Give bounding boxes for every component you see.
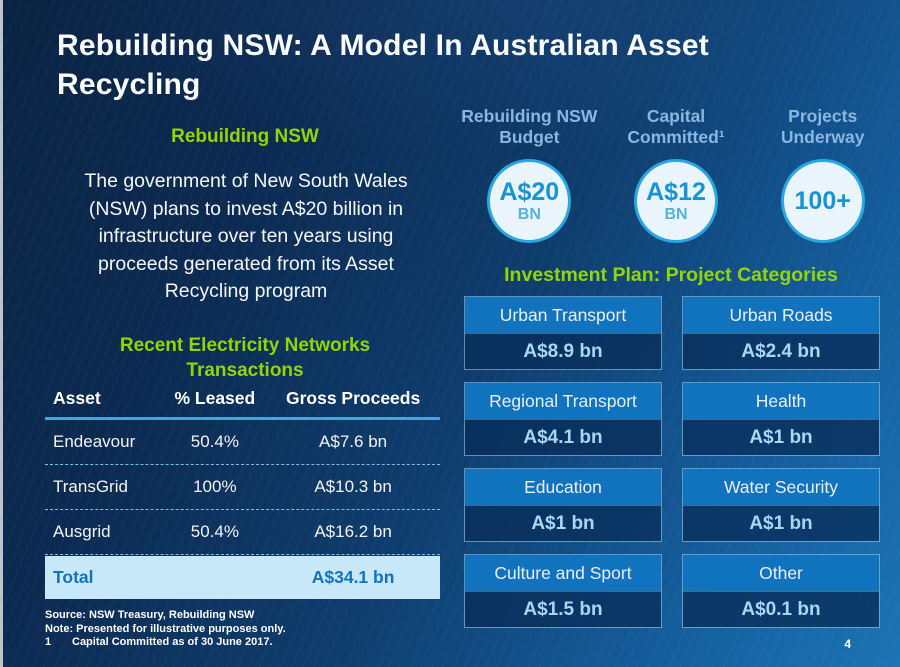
stat-label: Rebuilding NSW Budget — [461, 106, 598, 147]
category-health: Health A$1 bn — [682, 382, 880, 456]
table-total-row: Total A$34.1 bn — [45, 556, 440, 599]
category-value: A$4.1 bn — [465, 419, 661, 455]
category-grid: Urban Transport A$8.9 bn Urban Roads A$2… — [464, 296, 880, 628]
footnote-note: Note: Presented for illustrative purpose… — [45, 623, 286, 637]
cell-proceeds: A$10.3 bn — [314, 477, 392, 496]
category-name: Regional Transport — [465, 383, 661, 419]
cell-asset: Ausgrid — [53, 522, 111, 541]
category-value: A$1 bn — [683, 419, 879, 455]
category-value: A$1 bn — [683, 505, 879, 541]
cell-proceeds: A$7.6 bn — [319, 432, 388, 451]
category-culture-and-sport: Culture and Sport A$1.5 bn — [464, 554, 662, 628]
column-header-proceeds: Gross Proceeds — [285, 388, 421, 408]
category-name: Other — [683, 555, 879, 591]
cell-proceeds: A$16.2 bn — [314, 522, 392, 541]
intro-paragraph: The government of New South Wales (NSW) … — [84, 170, 408, 302]
category-value: A$1.5 bn — [465, 591, 661, 627]
table-row: Endeavour 50.4% A$7.6 bn — [45, 420, 440, 465]
category-name: Urban Transport — [465, 297, 661, 333]
slide-left-edge — [0, 0, 3, 667]
table-row: TransGrid 100% A$10.3 bn — [45, 465, 440, 510]
cell-leased: 100% — [193, 477, 237, 496]
cell-asset: TransGrid — [53, 477, 128, 496]
footnotes: Source: NSW Treasury, Rebuilding NSW Not… — [45, 609, 286, 650]
category-name: Culture and Sport — [465, 555, 661, 591]
stat-capital-committed: Capital Committed¹ A$12 BN — [603, 106, 750, 243]
cell-leased: 50.4% — [190, 522, 239, 541]
category-education: Education A$1 bn — [464, 468, 662, 542]
category-water-security: Water Security A$1 bn — [682, 468, 880, 542]
table-header-row: Asset % Leased Gross Proceeds — [45, 388, 440, 420]
category-name: Education — [465, 469, 661, 505]
section-heading-rebuilding-nsw: Rebuilding NSW — [171, 126, 319, 147]
column-header-leased: % Leased — [174, 388, 256, 408]
total-label: Total — [53, 567, 94, 587]
cell-asset: Endeavour — [53, 432, 136, 451]
category-urban-roads: Urban Roads A$2.4 bn — [682, 296, 880, 370]
footnote-text: Capital Committed as of 30 June 2017. — [72, 636, 273, 648]
page-number: 4 — [844, 637, 851, 651]
slide-title: Rebuilding NSW: A Model In Australian As… — [57, 29, 709, 101]
stats-row: Rebuilding NSW Budget A$20 BN Capital Co… — [456, 106, 896, 243]
stat-value: A$20 — [499, 177, 560, 206]
category-other: Other A$0.1 bn — [682, 554, 880, 628]
category-name: Water Security — [683, 469, 879, 505]
stat-label: Capital Committed¹ — [627, 106, 725, 147]
investment-plan-heading: Investment Plan: Project Categories — [504, 264, 838, 286]
category-urban-transport: Urban Transport A$8.9 bn — [464, 296, 662, 370]
transactions-table: Asset % Leased Gross Proceeds Endeavour … — [45, 388, 440, 599]
category-name: Health — [683, 383, 879, 419]
cell-leased: 50.4% — [190, 432, 239, 451]
stat-label: Projects Underway — [780, 106, 865, 147]
stat-projects-underway: Projects Underway 100+ — [749, 106, 896, 243]
stat-rebuilding-nsw-budget: Rebuilding NSW Budget A$20 BN — [456, 106, 603, 243]
category-value: A$8.9 bn — [465, 333, 661, 369]
table-heading: Recent Electricity Networks Transactions — [119, 335, 371, 381]
category-value: A$2.4 bn — [683, 333, 879, 369]
stat-circle: A$12 BN — [634, 159, 718, 243]
footnote-1: 1 Capital Committed as of 30 June 2017. — [45, 636, 286, 650]
category-value: A$0.1 bn — [683, 591, 879, 627]
footnote-source: Source: NSW Treasury, Rebuilding NSW — [45, 609, 286, 623]
footnote-marker: 1 — [45, 636, 52, 648]
stat-circle: A$20 BN — [487, 159, 572, 243]
total-value: A$34.1 bn — [311, 567, 395, 587]
stat-value: 100+ — [794, 186, 851, 215]
category-value: A$1 bn — [465, 505, 661, 541]
category-name: Urban Roads — [683, 297, 879, 333]
footnote-text: Note: Presented for illustrative purpose… — [45, 622, 286, 635]
stat-value: A$12 — [646, 177, 706, 206]
footnote-text: Source: NSW Treasury, Rebuilding NSW — [45, 609, 255, 621]
stat-circle: 100+ — [780, 159, 865, 243]
category-regional-transport: Regional Transport A$4.1 bn — [464, 382, 662, 456]
table-row: Ausgrid 50.4% A$16.2 bn — [45, 510, 440, 555]
stat-unit: BN — [517, 205, 541, 223]
stat-unit: BN — [664, 205, 688, 223]
column-header-asset: Asset — [53, 388, 101, 408]
